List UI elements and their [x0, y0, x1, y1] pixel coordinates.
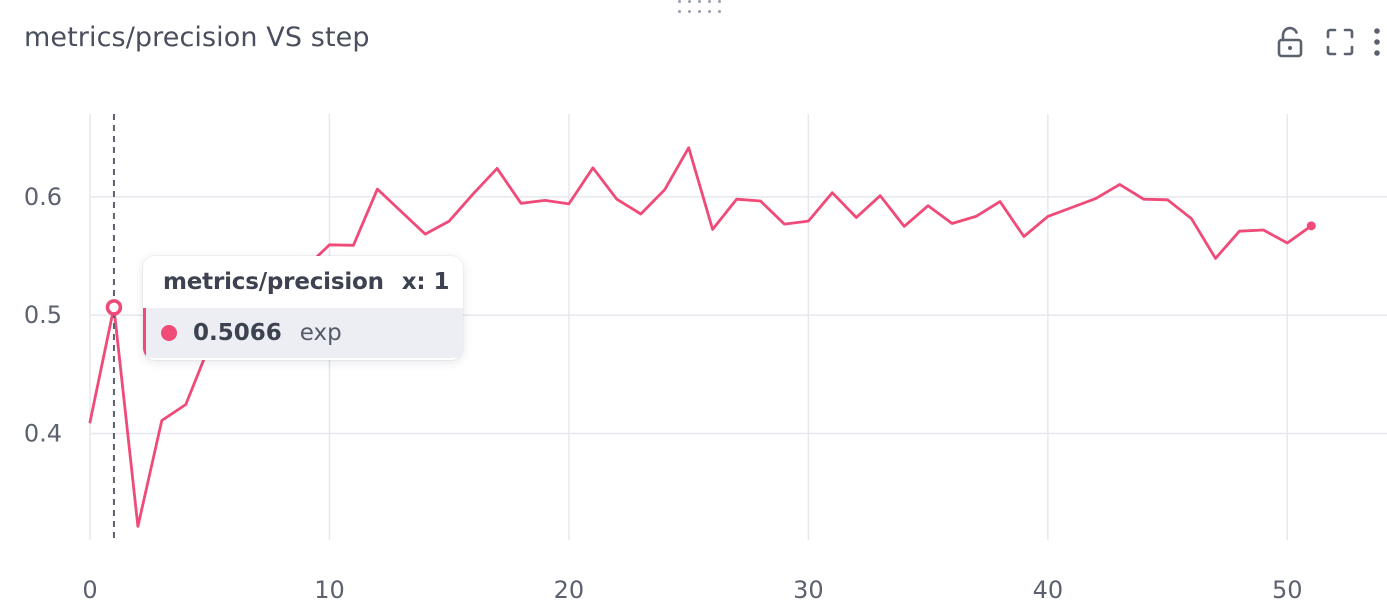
lock-open-icon[interactable]: [1275, 25, 1305, 59]
more-vertical-icon[interactable]: [1373, 25, 1387, 59]
x-tick-label: 10: [314, 576, 345, 604]
tooltip-header: metrics/precision x: 1: [143, 256, 463, 308]
chart-title: metrics/precision VS step: [24, 22, 370, 53]
hover-tooltip: metrics/precision x: 1 0.5066 exp: [143, 256, 463, 360]
series-end-point: [1306, 221, 1316, 231]
panel-toolbar: [1255, 22, 1387, 62]
tooltip-x-value: 1: [433, 269, 450, 295]
tooltip-value: 0.5066: [193, 320, 282, 346]
y-tick-label: 0.4: [24, 420, 62, 448]
y-tick-label: 0.5: [24, 301, 62, 329]
x-tick-label: 20: [554, 576, 585, 604]
x-tick-label: 30: [793, 576, 824, 604]
y-tick-label: 0.6: [24, 183, 62, 211]
x-tick-label: 40: [1033, 576, 1064, 604]
hover-point: [105, 299, 123, 316]
axis-layer: 0 10 20 30 40 50 0.4 0.5 0.6: [24, 183, 1303, 604]
drag-handle-icon[interactable]: [678, 0, 730, 14]
x-tick-label: 50: [1272, 576, 1303, 604]
hover-layer: [105, 114, 123, 540]
tooltip-series-row: 0.5066 exp: [143, 308, 463, 358]
fullscreen-icon[interactable]: [1325, 25, 1355, 59]
tooltip-series-name: exp: [299, 320, 342, 346]
x-tick-label: 0: [82, 576, 97, 604]
tooltip-x-label: x:: [401, 269, 426, 295]
series-color-dot: [161, 325, 177, 341]
tooltip-metric: metrics/precision: [163, 269, 384, 295]
